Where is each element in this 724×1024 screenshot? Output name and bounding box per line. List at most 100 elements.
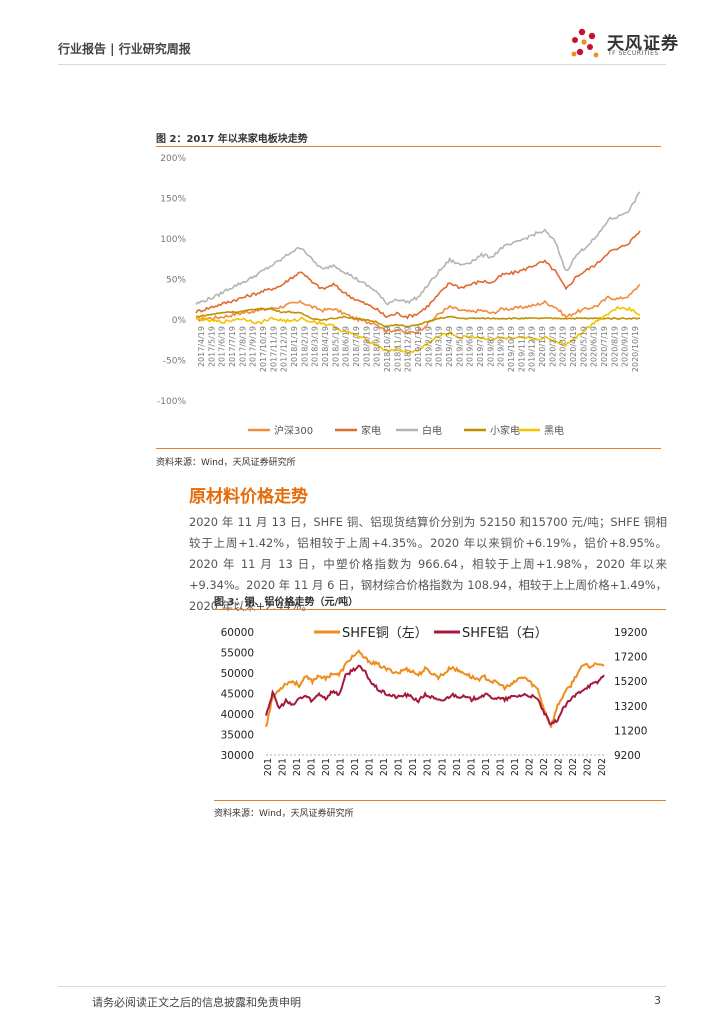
series-line-0 [265,648,605,728]
y-tick-label: 100% [160,235,186,245]
legend-label: 小家电 [490,424,520,437]
y-tick-label: 0% [172,316,187,326]
series-line-1 [265,664,605,726]
y-tick-label: 200% [160,154,186,164]
brand-name-en: TF SECURITIES [608,50,659,57]
x-tick-label: 2020/3/19 [559,326,568,367]
series-line-2 [195,191,641,306]
right-tick-label: 17200 [614,652,647,664]
figure3-divider [214,609,666,610]
x-tick-label: 2019/12/19 [528,326,537,372]
left-tick-label: 60000 [221,627,254,639]
left-tick-label: 30000 [221,750,254,762]
brand-name: 天风证券 [607,34,679,54]
x-tick-label: 202 [524,758,535,776]
left-tick-label: 50000 [221,668,254,680]
x-tick-label: 201 [510,758,521,776]
x-tick-label: 2019/5/19 [455,326,464,367]
y-tick-label: -100% [157,397,186,407]
legend-label: 白电 [422,424,442,437]
legend-label: 黑电 [544,424,564,437]
x-tick-label: 201 [365,758,376,776]
x-tick-label: 2017/10/19 [259,326,268,372]
x-tick-label: 201 [350,758,361,776]
logo-petal [581,39,587,45]
x-tick-label: 2020/1/19 [538,326,547,367]
x-tick-label: 2019/3/19 [435,326,444,367]
series-line-4 [195,305,641,355]
x-tick-label: 202 [583,758,594,776]
x-tick-label: 2018/5/19 [331,326,340,367]
x-tick-label: 2018/3/19 [311,326,320,367]
logo-petal [576,48,584,56]
logo-petal [571,51,577,57]
legend-label: SHFE铝（右） [462,626,548,641]
x-tick-label: 201 [379,758,390,776]
x-tick-label: 201 [495,758,506,776]
x-tick-label: 2020/9/19 [621,326,630,367]
logo-petal [588,32,596,40]
x-tick-label: 201 [408,758,419,776]
right-tick-label: 19200 [614,627,647,639]
x-tick-label: 2020/8/19 [610,326,619,367]
x-tick-label: 201 [452,758,463,776]
header-divider [58,64,666,65]
x-tick-label: 2019/1/19 [414,326,423,367]
figure2-divider [156,146,661,147]
x-tick-label: 201 [466,758,477,776]
figure3-chart: 60000 55000 50000 45000 40000 35000 30000 19200… [221,626,648,776]
figure2-chart: 200%150%100%50%0%-50%-100%2017/4/19 2017/… [157,154,641,437]
x-tick-label: 202 [539,758,550,776]
x-tick-label: 201 [481,758,492,776]
x-tick-label: 2017/6/19 [218,326,227,367]
x-tick-label: 201 [307,758,318,776]
x-tick-label: 201 [321,758,332,776]
header-title: 行业报告 | 行业研究周报 [58,42,191,56]
footer-disclaimer: 请务必阅读正文之后的信息披露和免责申明 [92,996,301,1009]
x-tick-label: 2019/4/19 [445,326,454,367]
section-title: 原材料价格走势 [189,487,308,507]
right-tick-label: 15200 [614,676,647,688]
figure3-title: 图 3：铜、铝价格走势（元/吨） [214,597,359,608]
right-tick-label: 11200 [614,725,647,737]
logo-petal [593,52,599,58]
x-tick-label: 2020/6/19 [590,326,599,367]
x-tick-label: 2019/11/19 [517,326,526,372]
x-tick-label: 2017/5/19 [207,326,216,367]
figure2-source: 资料来源：Wind，天风证券研究所 [156,458,296,468]
x-tick-label: 2020/4/19 [569,326,578,367]
logo-petal [587,44,593,50]
x-tick-label: 202 [568,758,579,776]
left-tick-label: 55000 [221,648,254,660]
x-tick-label: 2017/11/19 [269,326,278,372]
series-line-1 [195,230,641,320]
left-tick-label: 45000 [221,689,254,701]
logo-petal [578,28,586,36]
x-tick-label: 202 [597,758,608,776]
x-tick-label: 2017/12/19 [280,326,289,372]
x-tick-label: 2018/1/19 [290,326,299,367]
y-tick-label: 50% [166,276,186,286]
x-tick-label: 2018/11/19 [393,326,402,372]
x-tick-label: 2019/10/19 [507,326,516,372]
right-tick-label: 13200 [614,701,647,713]
figure3-source: 资料来源：Wind，天风证券研究所 [214,809,354,819]
left-tick-label: 35000 [221,730,254,742]
left-tick-label: 40000 [221,709,254,721]
x-tick-label: 2019/6/19 [466,326,475,367]
x-tick-label: 2020/10/19 [631,326,640,372]
x-tick-label: 2020/7/19 [600,326,609,367]
x-tick-label: 2019/8/19 [486,326,495,367]
right-tick-label: 9200 [614,750,641,762]
y-tick-label: 150% [160,195,186,205]
x-tick-label: 2018/12/19 [404,326,413,372]
x-tick-label: 201 [278,758,289,776]
x-tick-label: 2017/8/19 [238,326,247,367]
x-tick-label: 2020/2/19 [548,326,557,367]
x-tick-label: 2018/4/19 [321,326,330,367]
y-tick-label: -50% [163,357,187,367]
x-tick-label: 201 [423,758,434,776]
x-tick-label: 2018/10/19 [383,326,392,372]
x-tick-label: 2019/7/19 [476,326,485,367]
x-tick-label: 201 [263,758,274,776]
